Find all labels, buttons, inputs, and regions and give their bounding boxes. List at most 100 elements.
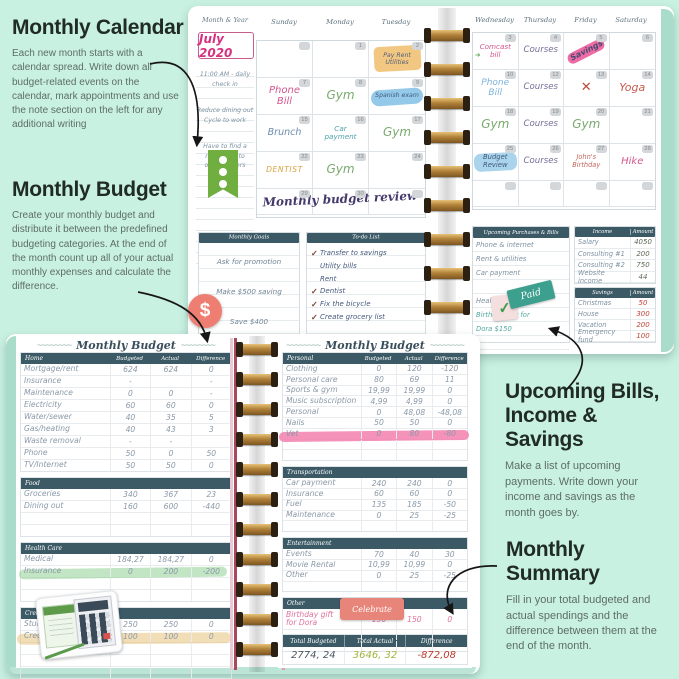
section-name: Home xyxy=(25,355,44,362)
row-name: Car payment xyxy=(286,477,336,487)
calendar-day-cell xyxy=(518,181,564,207)
calendar-event: Courses xyxy=(523,119,558,130)
spiral-coil xyxy=(236,582,278,597)
amount-header: Amount xyxy=(630,290,655,296)
total-label: Total Budgeted xyxy=(290,637,337,645)
budget-row: Personal care 80 69 11 xyxy=(283,375,467,386)
budget-row: Gas/heating 40 43 3 xyxy=(21,424,231,436)
column-header: Budgeted xyxy=(364,355,392,362)
row-actual: 250 xyxy=(150,619,190,630)
row-actual: 19,99 xyxy=(396,385,431,396)
todo-text: Fix the bicycle xyxy=(320,300,371,309)
section-header-bar: Personal Budgeted Actual Difference xyxy=(283,353,467,364)
row-name: Movie Rental xyxy=(286,559,336,569)
row-budgeted: 160 xyxy=(109,501,150,512)
row-budgeted: 0 xyxy=(109,388,150,399)
day-number: 21 xyxy=(642,108,653,116)
day-number: 7 xyxy=(299,79,310,87)
day-number: 13 xyxy=(595,71,607,79)
day-number: 24 xyxy=(412,153,423,161)
row-budgeted: 10,99 xyxy=(360,559,396,570)
row-actual xyxy=(150,513,190,524)
row-actual: 43 xyxy=(150,424,190,435)
row-difference: -200 xyxy=(190,566,231,577)
row-actual xyxy=(396,641,431,651)
budget-row: Phone 50 0 50 xyxy=(21,448,231,460)
day-number: 27 xyxy=(595,145,607,153)
ruled-lines xyxy=(307,243,425,339)
budget-section-food: Food Groceries 340 367 23 Dining out 160 600 -44… xyxy=(20,477,232,537)
row-budgeted: 624 xyxy=(109,364,150,375)
day-number: 1 xyxy=(355,42,366,50)
row-actual xyxy=(396,630,431,641)
item-amount: 50 xyxy=(630,298,655,308)
budget-row: Maintenance 0 25 -25 xyxy=(283,510,467,522)
todo-item: Utility bills xyxy=(311,260,423,272)
calendar-event: Budget Review xyxy=(482,153,508,169)
upcoming-header: Upcoming Purchases & Bills xyxy=(483,229,559,236)
row-difference: -50 xyxy=(431,499,467,510)
todo-item: ✓ Create grocery list xyxy=(311,311,423,323)
day-number xyxy=(550,182,561,190)
budget-row: Dining out 160 600 -440 xyxy=(21,501,231,513)
budget-row: Movie Rental 10,99 10,99 0 xyxy=(283,560,467,571)
row-actual: 50 xyxy=(396,417,431,428)
row-difference xyxy=(190,578,231,589)
row-actual: 200 xyxy=(150,566,190,577)
todo-list-box: To-do List ✓ Transfer to savings Utility b… xyxy=(306,232,426,340)
day-number: 2 xyxy=(412,42,423,50)
budget-row xyxy=(283,641,467,651)
column-header: Actual xyxy=(404,355,423,362)
row-actual xyxy=(396,450,431,461)
section-header-bar: Entertainment xyxy=(283,538,467,550)
row-difference: 0 xyxy=(431,385,467,396)
calendar-event: Gym xyxy=(382,125,412,140)
calendar-event: Car payment xyxy=(324,123,357,141)
calendar-event: Gym xyxy=(326,88,355,103)
row-difference xyxy=(431,450,467,461)
row-actual: 10,99 xyxy=(396,559,431,570)
row-budgeted xyxy=(360,581,396,592)
day-number: 28 xyxy=(642,145,653,153)
calendar-day-cell: 25 Budget Review xyxy=(473,144,519,181)
calendar-event: Gym xyxy=(326,162,355,177)
table-row: Christmas 50 xyxy=(575,298,655,309)
row-difference xyxy=(190,513,231,524)
budget-spread: Monthly Budget Home Budgeted Actual Differe… xyxy=(6,334,480,679)
row-name: Nails xyxy=(286,417,305,427)
budget-row: Insurance 60 60 0 xyxy=(283,489,467,500)
calendar-day-cell: 28 Hike xyxy=(609,144,655,181)
calendar-day-cell: 20 Gym xyxy=(564,107,610,144)
day-number: 4 xyxy=(550,34,561,42)
section-name: Transportation xyxy=(287,469,333,477)
budget-section-entertainment: Entertainment Events 70 40 30 Movie Rental 10,… xyxy=(282,537,468,593)
calendar-day-cell xyxy=(369,189,425,215)
calendar-day-cell: 21 xyxy=(609,107,655,144)
item-amount: 750 xyxy=(630,260,655,271)
calendar-event: John's Birthday xyxy=(572,153,601,169)
budget-page-title: Monthly Budget xyxy=(76,338,176,352)
spiral-coil xyxy=(236,432,278,447)
row-difference xyxy=(190,667,231,678)
spiral-binding xyxy=(230,334,285,674)
income-header: Income xyxy=(592,229,613,235)
table-row: Consulting #1 200 xyxy=(575,248,655,260)
celebrate-sticker: Celebrate xyxy=(340,598,404,620)
calendar-spread: Month & Year Sunday Monday Tuesday July 20… xyxy=(188,6,674,354)
row-budgeted: 40 xyxy=(109,412,150,423)
row-actual xyxy=(150,376,190,387)
calendar-event: Courses xyxy=(523,82,558,93)
row-actual: 60 xyxy=(150,400,190,411)
calendar-grid-left: 1 2 Pay Rent Utilities 7 Phone Bill 8 Gym 9 Span… xyxy=(256,40,426,218)
budget-row: Maintenance 0 0- xyxy=(21,388,231,400)
upcoming-item: Car payment xyxy=(473,266,569,280)
budget-section-home: Home Budgeted Actual Difference Mortgage/ren… xyxy=(20,352,232,472)
row-budgeted xyxy=(360,439,396,450)
spiral-coil xyxy=(424,96,470,111)
calendar-day-cell: 17 Gym xyxy=(369,115,425,152)
row-name: Insurance xyxy=(286,488,324,498)
spiral-coil xyxy=(236,342,278,357)
budget-right-page: Monthly Budget Personal Budgeted Actual Dif… xyxy=(278,336,472,668)
day-number xyxy=(642,182,653,190)
